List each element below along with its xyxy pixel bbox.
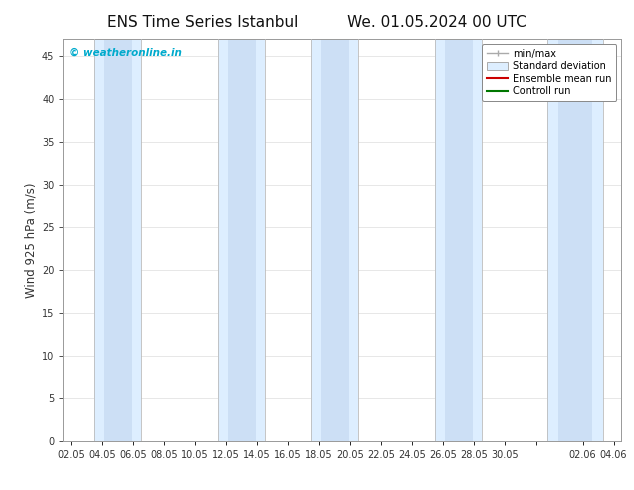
Text: ENS Time Series Istanbul          We. 01.05.2024 00 UTC: ENS Time Series Istanbul We. 01.05.2024 … bbox=[107, 15, 527, 30]
Y-axis label: Wind 925 hPa (m/s): Wind 925 hPa (m/s) bbox=[25, 182, 37, 298]
Bar bbox=[104, 39, 132, 441]
Bar bbox=[547, 39, 603, 441]
Bar bbox=[228, 39, 256, 441]
Bar bbox=[444, 39, 472, 441]
Bar bbox=[436, 39, 482, 441]
Bar bbox=[558, 39, 592, 441]
Bar bbox=[218, 39, 265, 441]
Bar bbox=[321, 39, 349, 441]
Text: © weatheronline.in: © weatheronline.in bbox=[69, 47, 182, 57]
Bar bbox=[94, 39, 141, 441]
Legend: min/max, Standard deviation, Ensemble mean run, Controll run: min/max, Standard deviation, Ensemble me… bbox=[482, 44, 616, 101]
Bar bbox=[311, 39, 358, 441]
